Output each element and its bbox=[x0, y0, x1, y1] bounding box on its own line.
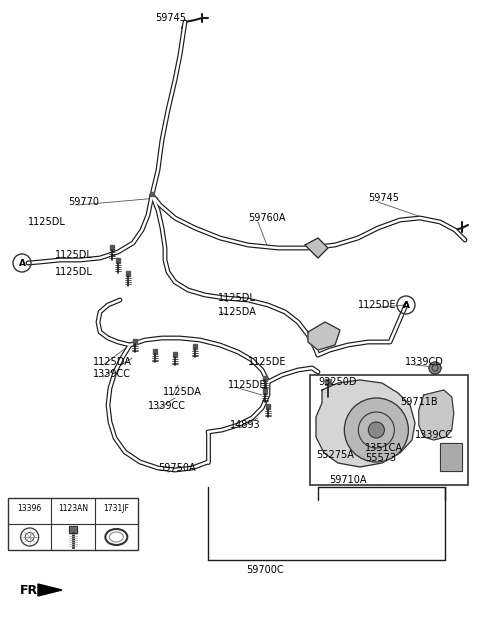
Bar bbox=[310, 375, 468, 485]
Text: 1339CD: 1339CD bbox=[405, 357, 444, 367]
Bar bbox=[133, 339, 137, 344]
Bar bbox=[8, 498, 138, 550]
Text: 1125DL: 1125DL bbox=[55, 267, 93, 277]
Text: A: A bbox=[403, 300, 409, 309]
Text: 1339CC: 1339CC bbox=[93, 369, 131, 379]
Text: 1125DA: 1125DA bbox=[93, 357, 132, 367]
Text: 1339CC: 1339CC bbox=[415, 430, 453, 440]
Bar bbox=[440, 443, 462, 471]
Bar bbox=[263, 389, 267, 394]
Text: 55573: 55573 bbox=[365, 453, 396, 463]
Text: 1123AN: 1123AN bbox=[58, 504, 88, 513]
Polygon shape bbox=[305, 238, 328, 258]
Polygon shape bbox=[308, 322, 340, 350]
Bar bbox=[193, 344, 197, 349]
Text: 1125DE: 1125DE bbox=[248, 357, 287, 367]
Text: 1125DA: 1125DA bbox=[218, 307, 257, 317]
Text: 1731JF: 1731JF bbox=[103, 504, 129, 513]
Text: 59750A: 59750A bbox=[158, 463, 196, 473]
Text: 59745: 59745 bbox=[155, 13, 186, 23]
Bar bbox=[263, 376, 267, 381]
Bar bbox=[69, 526, 77, 533]
Bar bbox=[110, 245, 114, 250]
Polygon shape bbox=[419, 390, 454, 440]
Circle shape bbox=[429, 362, 441, 374]
Bar bbox=[126, 271, 130, 276]
Text: 59760A: 59760A bbox=[248, 213, 286, 223]
Text: 1125DL: 1125DL bbox=[55, 250, 93, 260]
Polygon shape bbox=[316, 380, 415, 467]
Text: 59745: 59745 bbox=[368, 193, 399, 203]
Bar bbox=[173, 352, 177, 357]
Text: 55275A: 55275A bbox=[316, 450, 354, 460]
Text: 1125DL: 1125DL bbox=[218, 293, 256, 303]
Circle shape bbox=[344, 398, 408, 462]
Text: 1351CA: 1351CA bbox=[365, 443, 403, 453]
Text: 14893: 14893 bbox=[230, 420, 261, 430]
Text: 1125DA: 1125DA bbox=[163, 387, 202, 397]
Text: FR.: FR. bbox=[20, 584, 43, 596]
Text: 13396: 13396 bbox=[18, 504, 42, 513]
Text: A: A bbox=[19, 258, 25, 267]
Text: 93250D: 93250D bbox=[318, 377, 357, 387]
Circle shape bbox=[368, 422, 384, 438]
Text: 59770: 59770 bbox=[68, 197, 99, 207]
Bar bbox=[325, 379, 331, 385]
Bar bbox=[150, 192, 154, 196]
Text: 1125DE: 1125DE bbox=[358, 300, 396, 310]
Text: 1125DL: 1125DL bbox=[28, 217, 66, 227]
Text: 59711B: 59711B bbox=[400, 397, 438, 407]
Bar bbox=[266, 404, 270, 409]
Text: 59700C: 59700C bbox=[246, 565, 284, 575]
Bar bbox=[440, 443, 462, 471]
Text: 1339CC: 1339CC bbox=[148, 401, 186, 411]
Polygon shape bbox=[38, 584, 62, 596]
Text: 1125DE: 1125DE bbox=[228, 380, 266, 390]
Text: 59710A: 59710A bbox=[329, 475, 367, 485]
Bar bbox=[116, 258, 120, 263]
Bar bbox=[153, 349, 157, 354]
Bar bbox=[69, 526, 77, 533]
